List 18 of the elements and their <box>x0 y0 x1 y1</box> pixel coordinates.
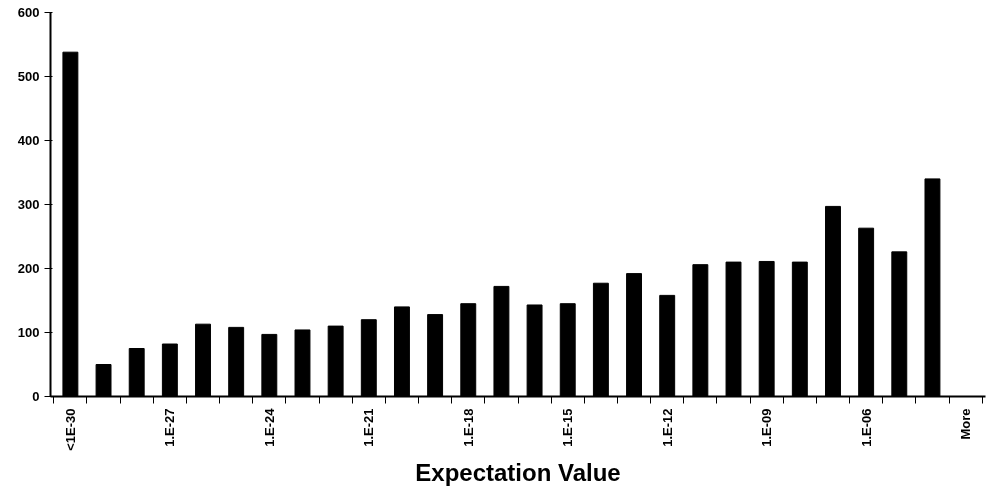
x-tick-label: 1.E-15 <box>560 408 576 447</box>
x-tick-label: More <box>958 408 974 440</box>
x-tick-label: <1E-30 <box>62 408 78 451</box>
x-tick-label: 1.E-06 <box>858 408 874 447</box>
x-tick-label: 1.E-09 <box>759 408 775 447</box>
y-tick-label: 300 <box>17 197 40 212</box>
x-tick-label: 1.E-21 <box>361 408 377 447</box>
x-tick-label: 1.E-12 <box>659 408 675 447</box>
x-axis-title: Expectation Value <box>415 458 621 486</box>
y-tick-label: 200 <box>17 261 40 276</box>
x-tick-label: 1.E-27 <box>162 408 178 447</box>
y-tick-label: 0 <box>32 389 40 404</box>
y-tick-label: 400 <box>17 133 40 148</box>
y-tick-label: 100 <box>17 325 40 340</box>
x-tick-label: 1.E-24 <box>261 407 277 447</box>
x-tick-label: 1.E-18 <box>460 408 476 447</box>
y-tick-label: 600 <box>17 5 40 20</box>
y-tick-label: 500 <box>17 69 40 84</box>
